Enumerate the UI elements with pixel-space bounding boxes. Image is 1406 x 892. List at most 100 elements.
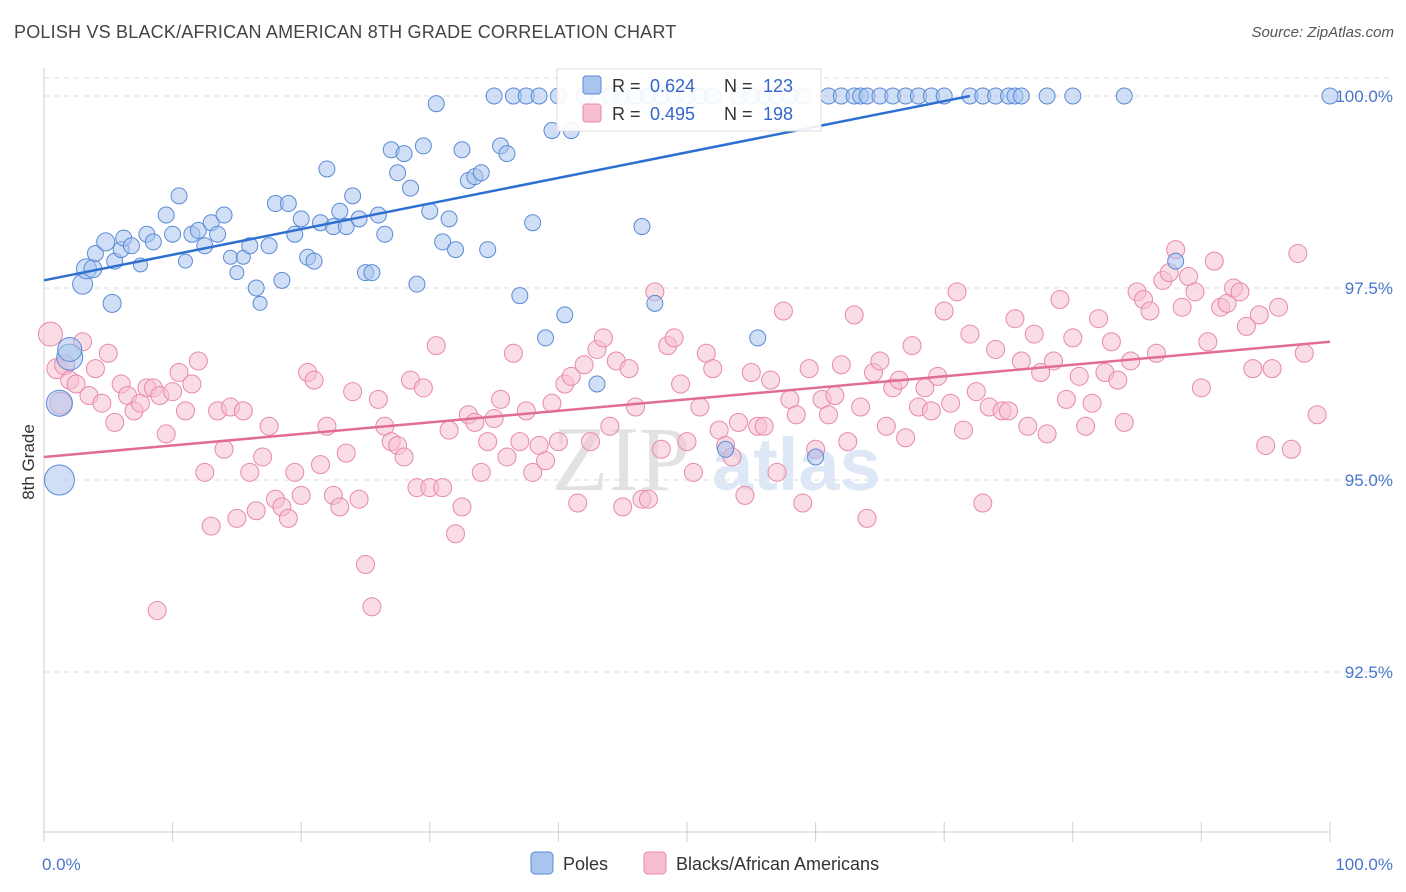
data-point-blacks [433,478,453,498]
y-tick-label: 92.5% [1345,663,1393,682]
data-point-blacks [105,412,125,432]
data-point-poles [389,164,407,182]
legend-swatch-blacks [643,851,667,875]
data-point-poles [511,287,529,305]
data-point-poles [292,210,310,228]
data-point-blacks [934,301,954,321]
data-point-blacks [651,439,671,459]
data-point-blacks [876,416,896,436]
data-point-poles [1167,252,1185,270]
data-point-poles [209,225,227,243]
data-point-blacks [291,485,311,505]
data-point-blacks [1005,309,1025,329]
data-point-poles [189,221,207,239]
data-point-blacks [85,359,105,379]
data-point-blacks [690,397,710,417]
data-point-poles [434,233,452,251]
stats-n-label-poles: N = [724,76,753,96]
data-point-poles [196,237,214,255]
data-point-blacks [568,493,588,513]
data-point-blacks [741,362,761,382]
data-point-poles [646,294,664,312]
data-point-blacks [613,497,633,517]
data-point-poles [252,295,268,311]
data-point-blacks [1249,305,1269,325]
data-point-blacks [703,359,723,379]
data-point-poles [318,160,336,178]
trend-line-blacks [43,340,1331,459]
data-point-blacks [1056,389,1076,409]
data-point-blacks [754,416,774,436]
data-point-poles [395,145,413,163]
data-point-poles [344,187,362,205]
data-point-blacks [536,451,556,471]
data-point-blacks [1236,316,1256,336]
data-point-poles [1064,87,1082,105]
legend-swatch-poles [530,851,554,875]
data-point-blacks [1262,359,1282,379]
data-point-poles [144,233,162,251]
data-point-poles [170,187,188,205]
data-point-blacks [728,412,748,432]
data-point-blacks [240,462,260,482]
data-point-poles [43,464,75,496]
data-point-blacks [471,462,491,482]
data-point-poles [260,237,278,255]
data-point-blacks [683,462,703,482]
data-point-blacks [195,462,215,482]
data-point-blacks [844,305,864,325]
series-legend: Poles Blacks/African Americans [530,851,879,875]
chart-source: Source: ZipAtlas.com [1251,24,1394,41]
data-point-blacks [1185,282,1205,302]
data-point-blacks [896,428,916,448]
data-point-blacks [947,282,967,302]
data-point-blacks [362,597,382,617]
y-tick-labels: 92.5% 95.0% 97.5% 100.0% [1335,87,1393,682]
data-point-poles [215,206,233,224]
data-point-blacks [1307,405,1327,425]
data-point-blacks [285,462,305,482]
data-point-poles [1038,87,1056,105]
data-point-poles [305,252,323,270]
data-point-blacks [1114,412,1134,432]
stats-swatch-poles [582,75,602,95]
data-point-poles [331,202,349,220]
data-point-poles [427,95,445,113]
data-point-blacks [304,370,324,390]
data-point-poles [402,179,420,197]
data-point-blacks [761,370,781,390]
data-point-poles [537,329,555,347]
data-point-blacks [825,386,845,406]
data-point-poles [498,145,516,163]
data-point-blacks [156,424,176,444]
data-point-poles [86,244,104,262]
data-point-blacks [1256,435,1276,455]
data-point-blacks [574,355,594,375]
data-point-poles [157,206,175,224]
data-point-poles [247,279,265,297]
stats-n-value-blacks: 198 [763,104,793,124]
data-point-blacks [581,432,601,452]
data-point-poles [376,225,394,243]
data-point-blacks [1069,366,1089,386]
data-point-blacks [953,420,973,440]
data-point-poles [1012,87,1030,105]
data-point-blacks [1050,290,1070,310]
data-point-blacks [201,516,221,536]
data-point-blacks [671,374,691,394]
data-point-poles [485,87,503,105]
stats-r-value-blacks: 0.495 [650,104,695,124]
data-point-poles [556,306,574,324]
y-tick-label: 100.0% [1335,87,1393,106]
data-point-poles [524,214,542,232]
data-point-poles [241,237,259,255]
stats-r-label-blacks: R = [612,104,641,124]
data-point-blacks [626,397,646,417]
data-point-blacks [548,432,568,452]
data-point-blacks [478,432,498,452]
x-axis-ticks [43,822,1331,842]
data-point-blacks [973,493,993,513]
data-point-blacks [1281,439,1301,459]
data-point-blacks [169,362,189,382]
